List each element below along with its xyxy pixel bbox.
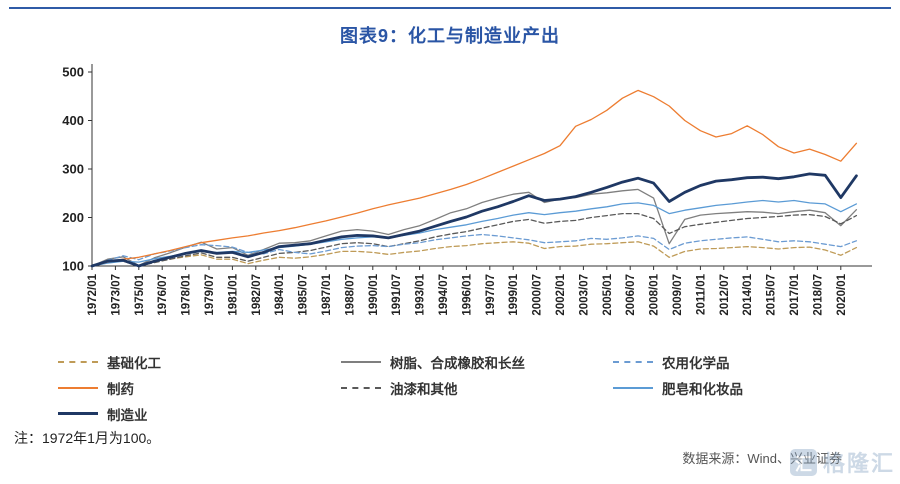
- x-tick-label: 1975/01: [134, 273, 146, 315]
- chart-canvas: 100 200 300 400 500 1972/01 1973/07 1975/01 1976…: [62, 64, 872, 316]
- legend-line-swatch-agricultural-chemicals: [613, 360, 653, 363]
- legend-line-swatch-basic-chemicals: [58, 360, 98, 363]
- y-tick-label: 500: [62, 65, 84, 80]
- x-tick-label: 1978/01: [181, 273, 193, 315]
- legend-label: 农用化学品: [662, 355, 730, 371]
- legend-label: 肥皂和化妆品: [662, 381, 743, 397]
- x-tick-label: 1984/01: [274, 273, 286, 315]
- legend-line-swatch-pharmaceuticals: [58, 386, 98, 389]
- x-tick-label: 1991/07: [391, 274, 403, 316]
- legend-label: 基础化工: [107, 355, 161, 371]
- legend-item-basic-chemicals: 基础化工: [58, 352, 341, 371]
- y-tick-label: 400: [62, 113, 84, 128]
- y-tick-label: 200: [62, 210, 84, 225]
- x-tick-label: 1988/07: [344, 274, 356, 316]
- chart-title: 图表9：化工与制造业产出: [339, 26, 560, 46]
- legend-item-soaps-cosmetics: 肥皂和化妆品: [613, 378, 872, 397]
- legend-line-swatch-paints-others: [341, 386, 381, 389]
- x-tick-label: 2000/07: [532, 274, 544, 316]
- legend-column: 农用化学品肥皂和化妆品: [613, 352, 872, 430]
- series-line-paints-others: [91, 212, 858, 267]
- legend-item-manufacturing: 制造业: [58, 404, 341, 423]
- x-tick-label: 2009/07: [672, 274, 684, 316]
- x-tick-label: 2018/07: [812, 274, 824, 316]
- legend-item-paints-others: 油漆和其他: [341, 378, 613, 397]
- series-line-manufacturing: [90, 172, 858, 268]
- x-tick-label: 2002/01: [555, 273, 567, 315]
- legend-line-swatch-resins-rubber-filament: [341, 360, 381, 363]
- y-tick-label: 100: [62, 259, 84, 274]
- x-tick-label: 2015/07: [766, 274, 778, 316]
- x-tick-label: 1987/01: [321, 273, 333, 315]
- legend-line-swatch-manufacturing: [58, 412, 98, 415]
- legend-column: 树脂、合成橡胶和长丝 油漆和其他: [341, 352, 613, 430]
- legend-item-pharmaceuticals: 制药: [58, 378, 341, 397]
- legend-item-resins-rubber-filament: 树脂、合成橡胶和长丝: [341, 352, 613, 371]
- x-tick-label: 2006/07: [625, 274, 637, 316]
- legend-line-swatch-soaps-cosmetics: [613, 386, 653, 389]
- series-line-agricultural-chemicals: [91, 233, 858, 267]
- x-tick-label: 1996/01: [461, 273, 473, 315]
- x-tick-label: 2020/01: [836, 273, 848, 315]
- x-tick-label: 2014/01: [742, 273, 754, 315]
- x-tick-label: 2011/01: [695, 273, 707, 315]
- x-tick-label: 1990/01: [368, 273, 380, 315]
- x-tick-label: 1997/07: [485, 274, 497, 316]
- legend-label: 油漆和其他: [390, 381, 458, 397]
- x-tick-label: 1999/01: [508, 273, 520, 315]
- series-line-basic-chemicals: [91, 241, 858, 267]
- x-tick-label: 1981/01: [227, 273, 239, 315]
- x-tick-label: 1973/07: [110, 274, 122, 316]
- x-tick-label: 2003/07: [578, 274, 590, 316]
- data-source: 数据来源：Wind、兴业证券: [682, 451, 842, 466]
- series-line-pharmaceuticals: [91, 89, 858, 267]
- y-tick-label: 300: [62, 162, 84, 177]
- chart-note: 注：1972年1月为100。: [14, 430, 161, 446]
- legend-item-agricultural-chemicals: 农用化学品: [613, 352, 872, 371]
- x-tick-label: 1993/01: [415, 273, 427, 315]
- x-tick-label: 1979/07: [204, 274, 216, 316]
- x-tick-label: 1994/07: [438, 274, 450, 316]
- x-tick-label: 2008/01: [649, 273, 661, 315]
- x-tick-label: 1982/07: [251, 274, 263, 316]
- legend-column: 基础化工 制药 制造业: [58, 352, 341, 430]
- legend-label: 制造业: [107, 407, 148, 423]
- x-tick-label: 2017/01: [789, 273, 801, 315]
- top-divider: [9, 7, 891, 9]
- legend-label: 制药: [107, 381, 134, 397]
- x-tick-label: 1976/07: [157, 274, 169, 316]
- x-tick-label: 2005/01: [602, 273, 614, 315]
- chart-legend: 基础化工 制药 制造业 树脂、合成橡胶和长丝 油漆和其他 农用化学品 肥皂和化妆品: [58, 352, 872, 430]
- x-tick-label: 1985/07: [298, 274, 310, 316]
- x-tick-label: 1972/01: [87, 273, 99, 315]
- series-line-resins-rubber-filament: [91, 188, 858, 267]
- x-tick-label: 2012/07: [719, 274, 731, 316]
- legend-label: 树脂、合成橡胶和长丝: [390, 355, 525, 371]
- line-chart: 100 200 300 400 500 1972/01 1973/07 1975/01 1976…: [40, 56, 885, 358]
